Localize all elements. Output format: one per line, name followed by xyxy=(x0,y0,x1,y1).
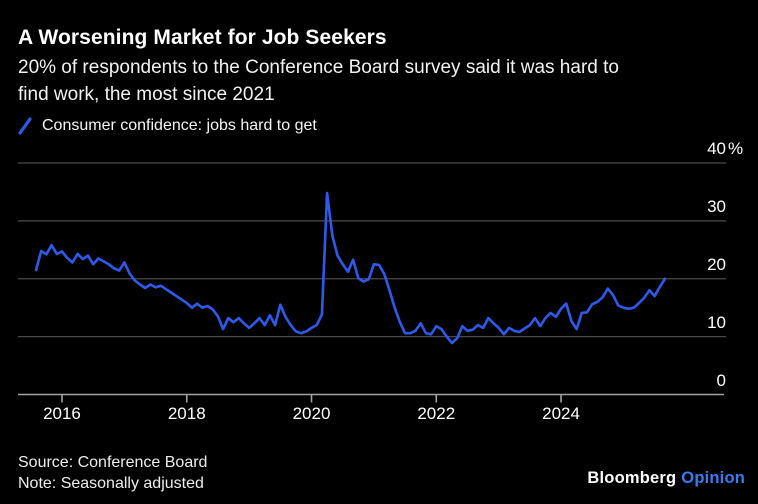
page-subtitle-line2: find work, the most since 2021 xyxy=(18,84,275,105)
y-axis-label: 20 xyxy=(707,254,726,274)
footer: Source: Conference Board Note: Seasonall… xyxy=(18,452,207,494)
y-axis-label: 40% xyxy=(707,139,744,158)
line-chart xyxy=(18,162,726,403)
source-text: Source: Conference Board xyxy=(18,454,208,471)
page-subtitle-line1: 20% of respondents to the Conference Boa… xyxy=(18,57,619,78)
page-title: A Worsening Market for Job Seekers xyxy=(18,26,387,49)
x-axis-label: 2022 xyxy=(417,404,456,423)
y-axis-label: 30 xyxy=(707,196,726,216)
legend-label: Consumer confidence: jobs hard to get xyxy=(42,117,317,134)
note-text: Note: Seasonally adjusted xyxy=(18,475,204,492)
x-axis-label: 2016 xyxy=(43,404,81,423)
brand-logo: Bloomberg Opinion xyxy=(587,469,745,488)
x-axis-label: 2020 xyxy=(292,404,331,423)
y-axis-label: 10 xyxy=(707,312,726,332)
chart-area xyxy=(0,140,758,430)
legend: Consumer confidence: jobs hard to get xyxy=(18,117,317,135)
y-axis-label: 0 xyxy=(716,370,726,390)
page-subtitle: 20% of respondents to the Conference Boa… xyxy=(18,54,619,108)
series-line xyxy=(34,191,667,345)
x-axis-label: 2024 xyxy=(542,404,580,423)
line-slash-icon xyxy=(18,117,32,135)
brand-name: Bloomberg xyxy=(587,469,677,487)
brand-product: Opinion xyxy=(681,469,745,487)
y-axis-label-suffix: % xyxy=(728,139,744,158)
x-axis-label: 2018 xyxy=(167,404,206,423)
